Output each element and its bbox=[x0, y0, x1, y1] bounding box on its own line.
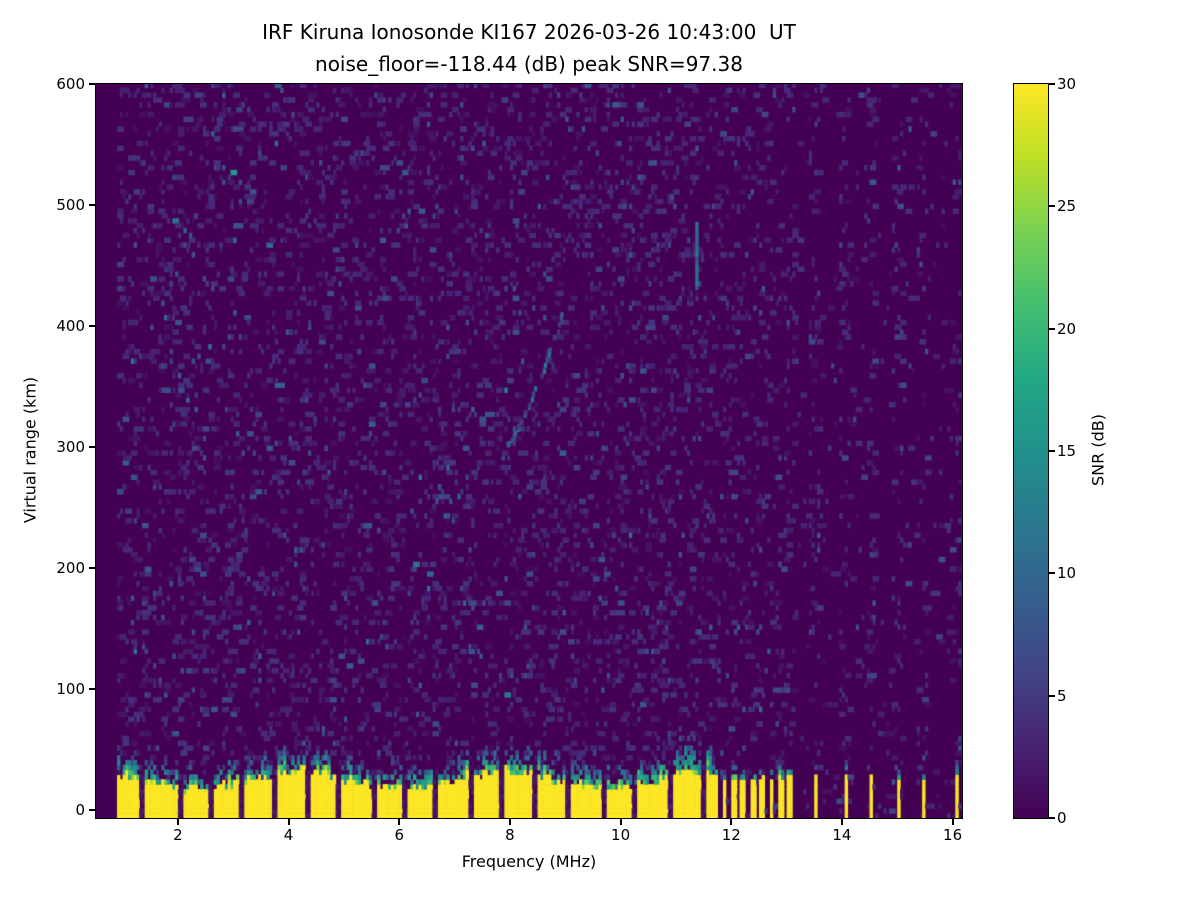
x-tick-mark bbox=[619, 819, 622, 825]
x-tick-mark bbox=[287, 819, 290, 825]
colorbar-tick-mark bbox=[1049, 205, 1055, 208]
colorbar-tick-label: 15 bbox=[1057, 442, 1077, 460]
y-tick-label: 300 bbox=[56, 437, 85, 456]
x-tick-mark bbox=[398, 819, 401, 825]
x-axis-label: Frequency (MHz) bbox=[461, 852, 597, 871]
colorbar-tick-label: 10 bbox=[1057, 564, 1077, 583]
ionogram-heatmap bbox=[96, 84, 962, 818]
x-tick-label: 10 bbox=[611, 826, 631, 844]
y-tick-label: 100 bbox=[56, 679, 85, 698]
chart-subtitle: noise_floor=-118.44 (dB) peak SNR=97.38 bbox=[315, 52, 743, 76]
x-tick-label: 2 bbox=[173, 826, 183, 844]
colorbar-label: SNR (dB) bbox=[1088, 414, 1108, 486]
colorbar-tick-mark bbox=[1049, 327, 1055, 330]
y-tick-label: 500 bbox=[56, 195, 85, 214]
x-tick-label: 16 bbox=[943, 826, 963, 844]
x-tick-label: 14 bbox=[832, 826, 852, 844]
x-tick-mark bbox=[840, 819, 843, 825]
colorbar-tick-mark bbox=[1049, 450, 1055, 452]
colorbar-tick-label: 30 bbox=[1057, 75, 1077, 93]
x-tick-mark bbox=[730, 819, 733, 825]
x-tick-mark bbox=[176, 819, 179, 825]
colorbar-tick-label: 5 bbox=[1057, 686, 1067, 705]
y-tick-mark bbox=[89, 445, 95, 448]
x-tick-mark bbox=[951, 819, 954, 825]
y-tick-label: 400 bbox=[56, 316, 85, 335]
colorbar-tick-mark bbox=[1049, 817, 1055, 819]
chart-title: IRF Kiruna Ionosonde KI167 2026-03-26 10… bbox=[262, 20, 796, 44]
colorbar-tick-label: 0 bbox=[1057, 809, 1067, 827]
x-tick-mark bbox=[508, 819, 511, 825]
y-tick-mark bbox=[89, 324, 95, 327]
colorbar-tick-mark bbox=[1049, 694, 1055, 697]
x-tick-label: 12 bbox=[721, 826, 741, 844]
colorbar-tick-mark bbox=[1049, 572, 1055, 575]
colorbar-tick-mark bbox=[1049, 83, 1055, 85]
colorbar-tick-label: 25 bbox=[1057, 197, 1077, 216]
x-tick-label: 8 bbox=[505, 826, 515, 844]
title-block: IRF Kiruna Ionosonde KI167 2026-03-26 10… bbox=[96, 16, 962, 80]
y-tick-mark bbox=[89, 566, 95, 569]
x-tick-label: 4 bbox=[283, 826, 294, 844]
y-tick-mark bbox=[89, 83, 95, 85]
y-tick-mark bbox=[89, 808, 95, 811]
colorbar-tick-label: 20 bbox=[1057, 319, 1077, 338]
y-tick-mark bbox=[89, 203, 95, 206]
y-tick-label: 200 bbox=[56, 558, 85, 577]
x-tick-label: 6 bbox=[394, 826, 405, 844]
y-tick-mark bbox=[89, 687, 95, 690]
plot-area bbox=[95, 83, 963, 819]
colorbar bbox=[1013, 83, 1049, 819]
y-tick-label: 0 bbox=[75, 800, 85, 819]
y-tick-label: 600 bbox=[56, 75, 85, 93]
